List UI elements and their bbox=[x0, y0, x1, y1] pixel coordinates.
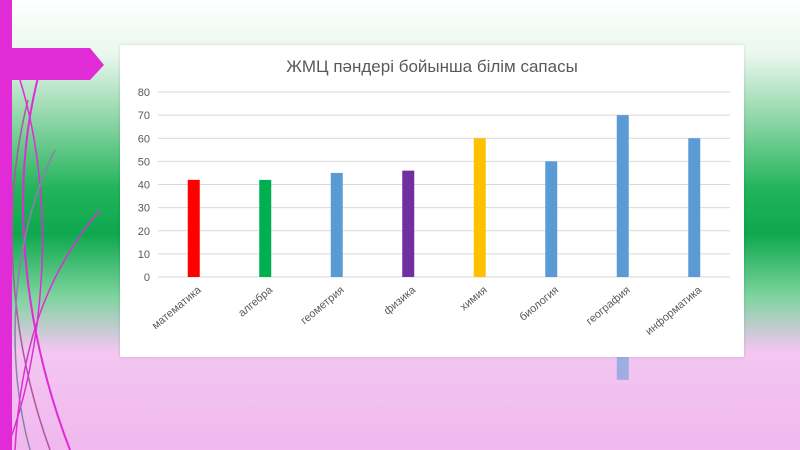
y-tick-label: 0 bbox=[144, 272, 150, 284]
accent-side-bar bbox=[0, 0, 12, 450]
bar-геометрия bbox=[330, 172, 343, 277]
bar-chart: 0 10 20 30 40 50 60 70 80 математика алгебра геомет… bbox=[138, 87, 730, 338]
bar-география bbox=[616, 115, 629, 277]
y-tick-label: 10 bbox=[138, 249, 150, 261]
y-tick-label: 70 bbox=[138, 110, 150, 122]
y-tick-label: 80 bbox=[138, 87, 150, 99]
bar-химия bbox=[473, 138, 486, 277]
bar-биология bbox=[545, 161, 558, 277]
y-tick-label: 30 bbox=[138, 203, 150, 215]
reflection-gridlines bbox=[158, 357, 730, 404]
y-tick-label: 20 bbox=[138, 226, 150, 238]
x-category-label: химия bbox=[458, 284, 490, 313]
decorative-swirls bbox=[9, 69, 101, 450]
x-category-label: алгебра bbox=[236, 284, 276, 320]
bar-информатика bbox=[688, 138, 701, 277]
x-category-label: физика bbox=[382, 284, 419, 318]
bar-алгебра bbox=[259, 179, 272, 277]
bar-математика bbox=[187, 179, 200, 277]
arrow-shape bbox=[12, 48, 104, 80]
chart-title: ЖМЦ пәндері бойынша білім сапасы bbox=[286, 57, 578, 76]
x-category-label: биология bbox=[517, 284, 561, 323]
chart-reflection: математикаалгебрагеометрияфизикахимиябио… bbox=[120, 357, 744, 450]
reflection-svg: математикаалгебрагеометрияфизикахимиябио… bbox=[158, 357, 730, 404]
bars bbox=[187, 115, 701, 277]
y-tick-label: 50 bbox=[138, 156, 150, 168]
bar-физика bbox=[402, 170, 415, 277]
x-category-label: информатика bbox=[643, 284, 704, 338]
y-tick-label: 60 bbox=[138, 133, 150, 145]
x-category-label: география bbox=[584, 284, 633, 328]
gridlines bbox=[158, 91, 730, 278]
x-category-label: математика bbox=[150, 284, 205, 332]
reflection-bar-география bbox=[616, 357, 629, 380]
y-tick-label: 40 bbox=[138, 180, 150, 192]
chart-card: ЖМЦ пәндері бойынша білім сапасы 0 10 20 30… bbox=[120, 45, 744, 357]
reflection-bars bbox=[616, 357, 629, 380]
x-category-label: геометрия bbox=[299, 284, 347, 327]
